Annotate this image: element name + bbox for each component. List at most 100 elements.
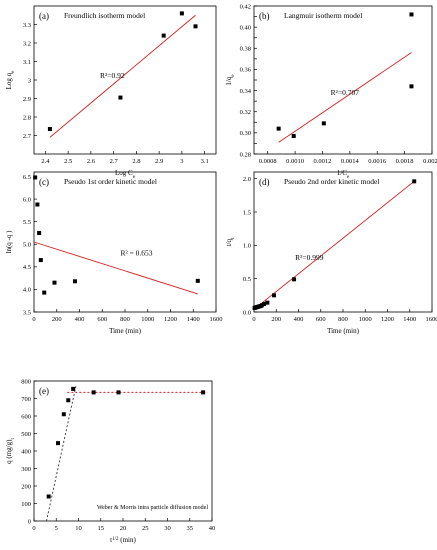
data-point: [33, 175, 38, 180]
data-point: [259, 303, 264, 308]
panel-title: Pseudo 1st order kinetic model: [64, 177, 157, 186]
x-tick-label: 800: [120, 316, 130, 323]
y-tick-label: 300: [21, 466, 31, 473]
r-squared-annotation: R²=0.92: [100, 71, 125, 80]
x-axis-label-text: 1/C: [337, 169, 347, 177]
panel-e-weber-morris: 0 5 10 15 20 25 30 35 40010020030040050060070080…: [5, 378, 215, 544]
plot-frame: [253, 5, 433, 155]
x-axis-label: Time (min): [109, 327, 141, 335]
x-tick-label: 600: [97, 316, 107, 323]
y-tick-label: 3: [28, 77, 31, 84]
y-tick-label: 3.3: [23, 22, 31, 29]
x-tick-label: 10: [75, 525, 82, 532]
data-point: [116, 390, 121, 395]
data-point: [72, 279, 77, 284]
data-point: [66, 398, 71, 403]
x-tick-label: 40: [209, 525, 216, 532]
y-tick-label: 6.5: [23, 174, 31, 181]
x-tick-label: 1600: [210, 316, 223, 323]
x-tick-label: 3: [180, 158, 183, 165]
y-axis-label-subscript: e: [231, 74, 236, 77]
x-tick-label: 25: [142, 525, 149, 532]
y-tick-label: 0: [28, 518, 31, 525]
data-point: [321, 121, 326, 126]
y-tick-label: 200: [21, 483, 31, 490]
y-tick-label: 2.0: [243, 176, 251, 183]
y-tick-label: 2.8: [23, 114, 31, 121]
data-point: [292, 277, 297, 282]
data-point: [193, 24, 198, 29]
y-tick-label: 0.42: [240, 3, 251, 10]
y-axis-label-subscript: t: [11, 438, 16, 440]
data-point: [265, 300, 270, 305]
y-axis-label-subscript: e: [11, 70, 16, 73]
x-tick-label: 0: [252, 316, 255, 323]
y-tick-label: 0.5: [243, 276, 251, 283]
y-axis-label-subscript: t: [231, 237, 236, 239]
panel-title: Pseudo 2nd order kinetic model: [284, 177, 379, 186]
panel-label: (c): [39, 177, 49, 187]
data-point: [91, 390, 96, 395]
data-point: [276, 126, 281, 131]
x-tick-label: 1400: [187, 316, 200, 323]
y-axis-label: q (mg/g)t: [5, 438, 16, 464]
y-tick-label: 0.32: [240, 109, 251, 116]
y-axis-label: ln(q -q ): [5, 230, 13, 254]
x-tick-label: 5: [55, 525, 58, 532]
y-tick-label: 800: [21, 378, 31, 385]
data-point: [37, 230, 42, 235]
panel-title: Weber & Morris intra particle diffusion …: [97, 504, 208, 511]
x-axis-label: Time (min): [327, 327, 359, 335]
fit-line: [33, 241, 198, 295]
x-tick-label: 0: [32, 525, 35, 532]
y-axis-label: 1/qe: [225, 74, 236, 86]
data-point: [42, 290, 47, 295]
y-tick-label: 3.2: [23, 40, 31, 47]
x-tick-label: 400: [294, 316, 304, 323]
data-point: [412, 179, 417, 184]
x-tick-label: 600: [316, 316, 326, 323]
x-tick-label: 1600: [426, 316, 437, 323]
x-axis-label-superscript: 1/2: [112, 537, 119, 542]
panel-b-langmuir: 0.0008 0.0010 0.0012 0.0014 0.0016 0.0018 0.00…: [225, 3, 437, 179]
y-axis-label-text: Log q: [5, 72, 13, 89]
x-axis-label-text: Time (min): [327, 327, 359, 335]
x-tick-label: 1200: [381, 316, 394, 323]
x-axis-label-text: (min): [119, 536, 137, 544]
y-tick-label: 2.7: [23, 133, 32, 140]
x-axis-label-subscript: e: [347, 175, 350, 180]
x-tick-label: 200: [271, 316, 281, 323]
data-point: [35, 202, 40, 207]
data-point: [46, 494, 51, 499]
data-point: [201, 390, 206, 395]
x-tick-label: 0.0008: [259, 158, 277, 165]
x-tick-label: 0.0014: [341, 158, 360, 165]
panel-d-pseudo-second-order: 0 200 400 600 800 1000 1200 1400 1600 0.0 0.5 1.0 1.…: [225, 171, 437, 335]
r-squared-annotation: R²=0.999: [295, 253, 324, 262]
panel-c-pseudo-first-order: 0 200 400 600 800 1000 1200 1400 1600 3.5 4.0 4.5 5.…: [5, 171, 223, 335]
x-tick-label: 0.0018: [396, 158, 414, 165]
x-axis-label-text: Log C: [115, 169, 133, 177]
plot-frame: [253, 171, 433, 313]
panel-a-freundlich: 2.4 2.5 2.6 2.7 2.8 2.9 3 3.1 2.7 2.8 2.9 3 3.1 3.2 3.…: [5, 5, 217, 180]
y-axis-label-text: q (mg/g): [5, 439, 13, 464]
y-tick-label: 1.0: [243, 243, 251, 250]
y-axis-label-text: 1/q: [225, 76, 233, 85]
y-tick-label: 600: [21, 413, 31, 420]
x-axis-label-subscript: e: [133, 175, 136, 180]
y-tick-label: 1.5: [243, 209, 251, 216]
y-tick-label: 700: [21, 396, 31, 403]
data-point: [291, 134, 296, 139]
x-axis-label-text: Time (min): [109, 327, 141, 335]
y-tick-label: 500: [21, 431, 31, 438]
y-tick-label: 0.36: [240, 67, 252, 74]
panel-title: Langmuir isotherm model: [284, 11, 362, 20]
x-tick-label: 20: [120, 525, 127, 532]
y-tick-label: 2.9: [23, 96, 31, 103]
panel-label: (b): [259, 11, 270, 21]
x-tick-label: 1400: [403, 316, 416, 323]
panel-label: (d): [259, 177, 270, 187]
x-tick-label: 15: [98, 525, 105, 532]
